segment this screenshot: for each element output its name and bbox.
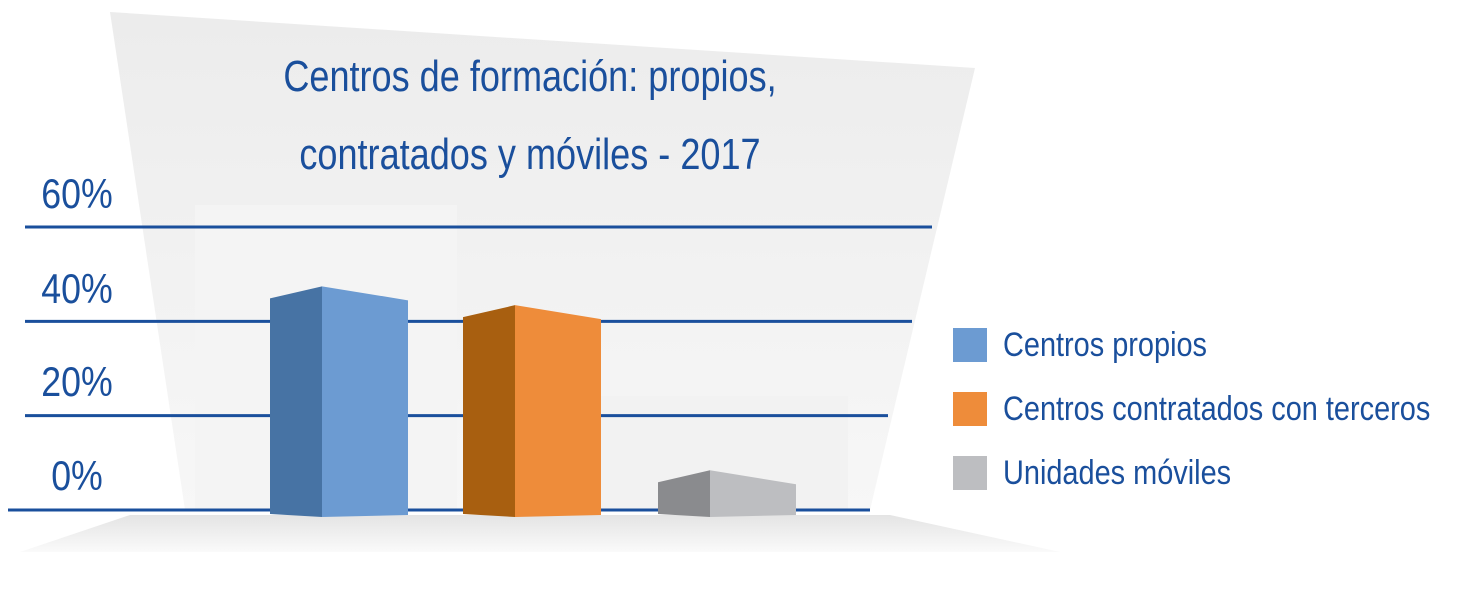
y-tick-0: 0%: [51, 452, 103, 499]
bar-centros-propios-side-face: [270, 286, 322, 517]
bar-unidades-moviles: [658, 470, 796, 517]
y-tick-20: 20%: [41, 358, 113, 405]
bar-centros-propios: [270, 286, 408, 517]
floor-panel: [20, 515, 1060, 552]
y-tick-40: 40%: [41, 265, 113, 312]
bar-centros-contratados: [463, 305, 601, 517]
legend-swatch-unidades-moviles: [953, 456, 987, 490]
legend-item-centros-propios: Centros propios: [953, 313, 1463, 377]
legend-swatch-centros-contratados: [953, 392, 987, 426]
legend-label-unidades-moviles: Unidades móviles: [1003, 453, 1232, 492]
legend-item-unidades-moviles: Unidades móviles: [953, 441, 1463, 505]
chart-legend: Centros propios Centros contratados con …: [953, 313, 1463, 505]
bar-centros-contratados-side-face: [463, 305, 515, 517]
bar-centros-propios-front-face: [322, 286, 408, 517]
bar-unidades-moviles-front-face: [710, 470, 796, 517]
chart-title-line-1: Centros de formación: propios,: [283, 52, 777, 101]
chart-title-line-2: contratados y móviles - 2017: [299, 130, 761, 179]
y-tick-60: 60%: [41, 170, 113, 217]
legend-swatch-centros-propios: [953, 328, 987, 362]
bar-centros-contratados-front-face: [515, 305, 601, 517]
legend-label-centros-propios: Centros propios: [1003, 325, 1208, 364]
legend-item-centros-contratados: Centros contratados con terceros: [953, 377, 1463, 441]
bar-unidades-moviles-side-face: [658, 470, 710, 517]
legend-label-centros-contratados: Centros contratados con terceros: [1003, 389, 1431, 428]
